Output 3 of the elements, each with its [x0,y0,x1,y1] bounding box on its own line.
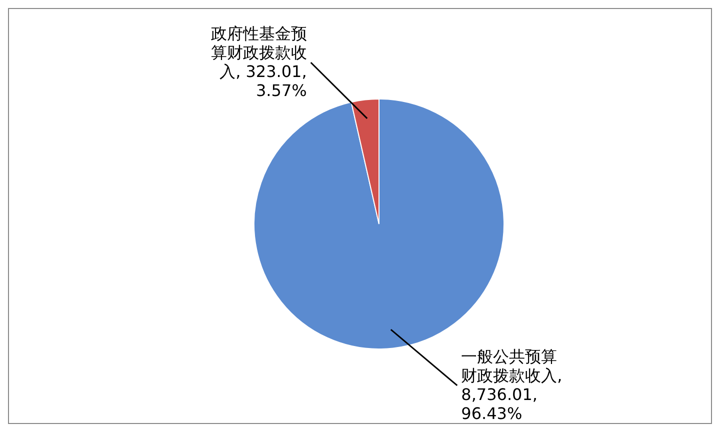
slice-label: 政府性基金预算财政拨款收入, 323.01, 3.57% [210,24,307,100]
slice-label: 一般公共预算财政拨款收入, 8,736.01, 96.43% [461,346,562,423]
pie-slice [254,98,504,350]
